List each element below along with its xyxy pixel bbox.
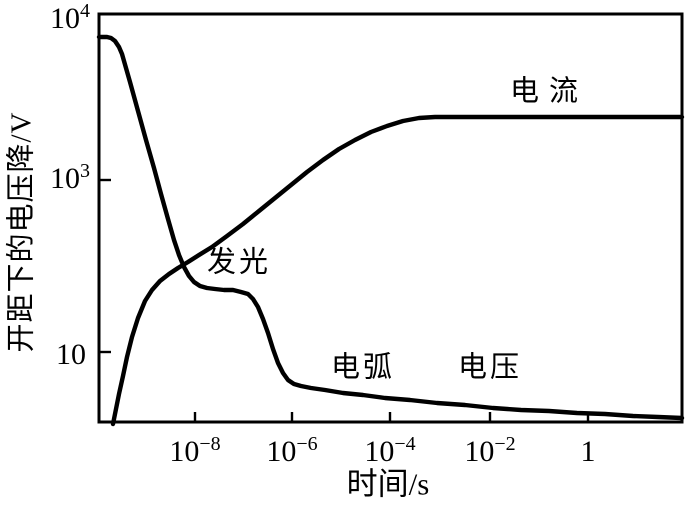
- voltage-curve-label: 电压: [457, 351, 523, 384]
- x-tick-base: 10: [464, 435, 495, 468]
- x-tick-label-1e-4: 10−4: [364, 434, 415, 467]
- x-tick-exp: −8: [199, 433, 221, 455]
- x-tick-exp: −4: [394, 433, 416, 455]
- y-tick-base: 10: [50, 162, 80, 195]
- current-curve: [110, 114, 685, 427]
- voltage-curve: [96, 34, 685, 421]
- x-tick-exp: −6: [296, 433, 318, 455]
- arc-region-label: 电弧: [330, 351, 396, 384]
- x-axis-title: 时间/s: [346, 466, 430, 502]
- y-tick-label-1e3: 103: [50, 161, 90, 194]
- x-tick-exp: −2: [494, 433, 516, 455]
- x-tick-label-1e-6: 10−6: [266, 434, 317, 467]
- x-tick-label-1e-2: 10−2: [464, 434, 515, 467]
- x-tick-label-1e-8: 10−8: [169, 434, 220, 467]
- x-tick-base: 10: [364, 435, 395, 468]
- y-tick-label-1e4: 104: [50, 1, 90, 34]
- y-axis-title: 开距下的电压降/V: [5, 111, 38, 353]
- x-tick-base: 10: [169, 435, 200, 468]
- x-tick-base: 1: [580, 435, 596, 468]
- current-curve-label: 电流: [509, 75, 589, 108]
- y-tick-base: 10: [50, 2, 80, 35]
- glow-region-label: 发光: [206, 246, 272, 279]
- x-tick-base: 10: [266, 435, 297, 468]
- y-tick-base: 10: [56, 338, 86, 371]
- y-tick-exp: 4: [80, 0, 90, 22]
- y-axis-ticks: [99, 178, 111, 354]
- x-tick-label-1: 1: [581, 434, 596, 467]
- y-tick-exp: 3: [80, 160, 90, 182]
- y-tick-label-10: 10: [56, 337, 86, 370]
